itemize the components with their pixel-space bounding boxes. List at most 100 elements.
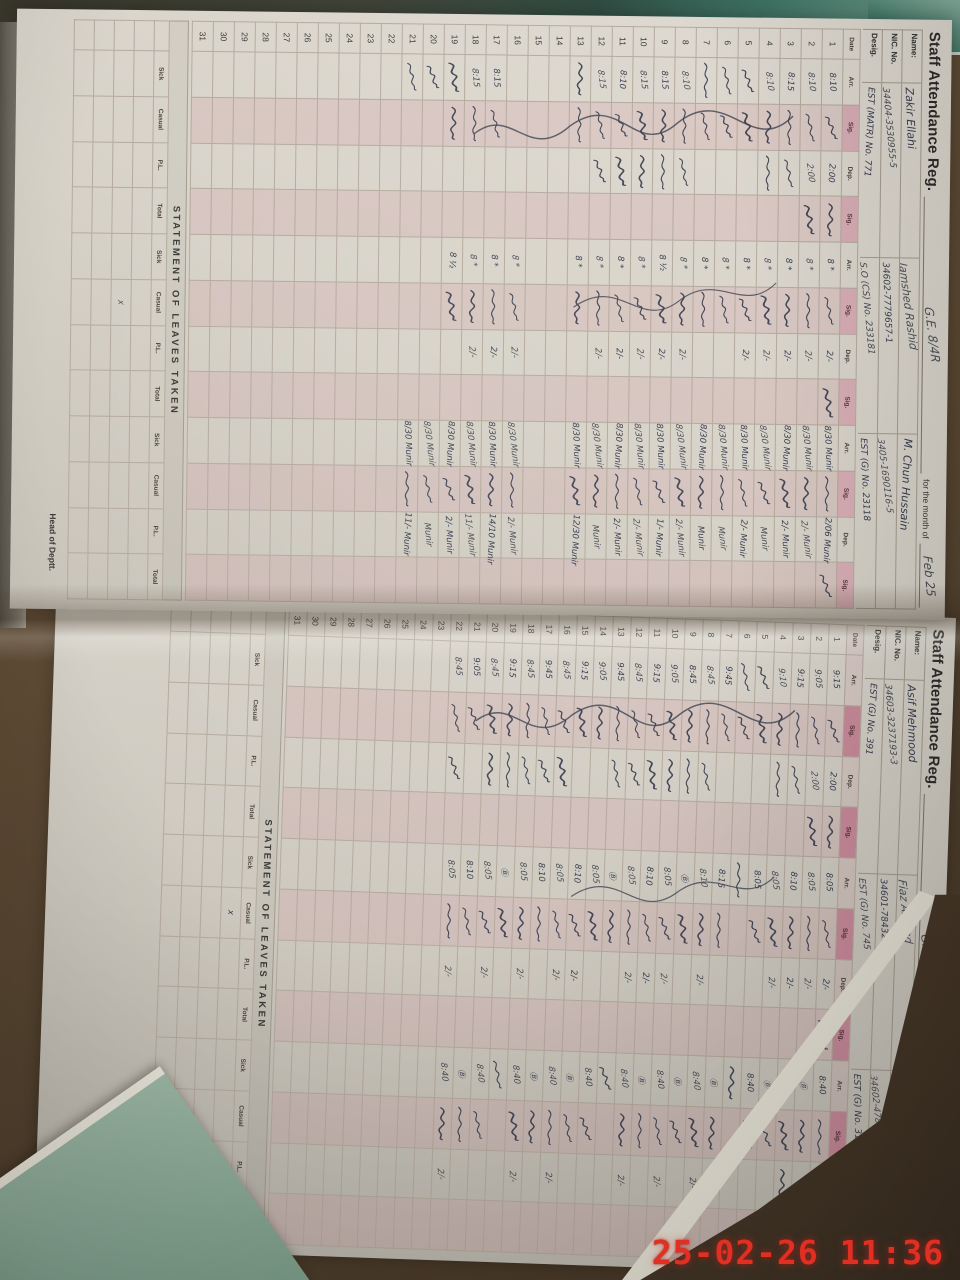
attendance-cell [460,374,483,421]
attendance-cell [573,1203,593,1256]
staff-1-desig: EST (MATR) No. 771 [860,81,882,258]
attendance-cell: 11/- Munir [458,512,481,559]
signature-scribble [614,294,624,323]
attendance-cell [778,104,801,151]
signature-scribble [576,62,583,96]
attendance-cell: 2/- [629,331,651,378]
attendance-cell [428,690,449,743]
attendance-cell: 8:15 [464,54,487,101]
attendance-cell [187,371,210,418]
attendance-cell: 8 * [735,240,757,287]
signature-scribble [593,159,607,183]
attendance-cell [792,1109,813,1162]
column-header-arr: Arr. [837,857,857,909]
column-header-sig: Sig. [837,470,855,517]
attendance-cell [480,466,503,513]
signature-scribble [736,862,741,898]
attendance-cell [543,467,566,514]
handwritten-entry: 2/- [640,972,651,984]
attendance-cell [248,555,270,602]
attendance-cell [647,560,669,607]
signature-scribble [633,477,643,506]
handwritten-entry: 8:45 [488,657,501,678]
attendance-cell [277,888,298,941]
handwritten-entry: 2/- [466,346,478,358]
attendance-cell [412,639,433,691]
attendance-cell: 2/- [776,332,798,379]
attendance-cell: Ⓑ [603,849,624,901]
attendance-cell: 2/- [563,949,584,1001]
attendance-cell: 2/- [671,331,693,378]
handwritten-entry: 8:40 [690,1071,703,1091]
attendance-cell [206,554,228,601]
attendance-cell [443,793,464,845]
attendance-cell [690,469,712,516]
date-cell: 13 [570,25,592,57]
attendance-cell [713,286,736,333]
signature-scribble [827,202,834,237]
signature-scribble [738,298,752,322]
leaves-cell [70,278,92,325]
handwritten-entry: 8 * [698,256,710,270]
attendance-cell: 2/- [461,329,483,376]
signature-scribble [652,480,666,504]
leaves-cell [201,835,224,887]
attendance-cell [502,375,525,422]
handwritten-entry: 2/- [592,347,604,360]
attendance-cell [774,1109,795,1161]
attendance-cell [332,510,355,557]
attendance-cell: 8:45 [628,647,649,699]
attendance-cell [185,554,207,601]
attendance-cell [567,193,590,240]
attendance-cell [211,142,233,189]
attendance-cell [631,148,653,195]
attendance-cell: 8 * [630,239,652,286]
signature-scribble [765,110,772,144]
attendance-cell [353,510,376,557]
signature-scribble [426,66,440,89]
attendance-cell [439,894,460,946]
attendance-cell [321,1195,341,1247]
attendance-cell [410,690,431,742]
info-label-desig: Desig. [869,32,879,58]
attendance-cell: 8:05 [801,856,822,908]
attendance-cell [295,143,317,190]
attendance-cell [416,557,438,604]
attendance-cell [330,941,350,993]
date-cell: 19 [444,24,466,55]
signature-scribble [547,1109,553,1145]
attendance-cell: 2/- [779,957,800,1009]
attendance-row: 22 8:45 8:05 2/- 8:40 2/- [429,610,470,1251]
attendance-cell [411,1198,431,1250]
attendance-cell [332,556,354,603]
handwritten-entry: 8 * [614,255,626,269]
attendance-cell: 2/- [538,1151,559,1204]
signature-scribble [615,156,627,186]
attendance-cell: 8:10 [531,846,552,899]
attendance-row: 21 8/30 Munir 11/- Munir [395,23,424,603]
signature-scribble [577,107,582,143]
handwritten-entry: 2/- [687,1176,699,1189]
attendance-cell [556,1152,577,1204]
signature-scribble [517,906,525,940]
month-label: for the month of [910,1136,923,1197]
attendance-cell [286,635,307,687]
date-cell: 5 [756,621,776,653]
handwritten-entry: 2/- [634,348,646,360]
attendance-cell [628,376,651,423]
staff-3-desig: EST (G) No. 23118 [855,432,877,609]
signature-scribble [701,763,711,792]
attendance-cell: 2/- [790,1160,811,1212]
attendance-cell [794,561,816,608]
attendance-cell [799,907,820,959]
attendance-cell: 9:15 [646,647,667,700]
attendance-cell [447,1199,467,1251]
attendance-cell [515,795,536,847]
signature-scribble [462,907,472,936]
attendance-cell: 8 * [504,238,526,285]
attendance-cell: Ⓑ [495,845,516,897]
signature-scribble [818,1020,829,1050]
attendance-cell [479,558,501,605]
signature-scribble [756,713,768,743]
attendance-cell [295,889,316,941]
